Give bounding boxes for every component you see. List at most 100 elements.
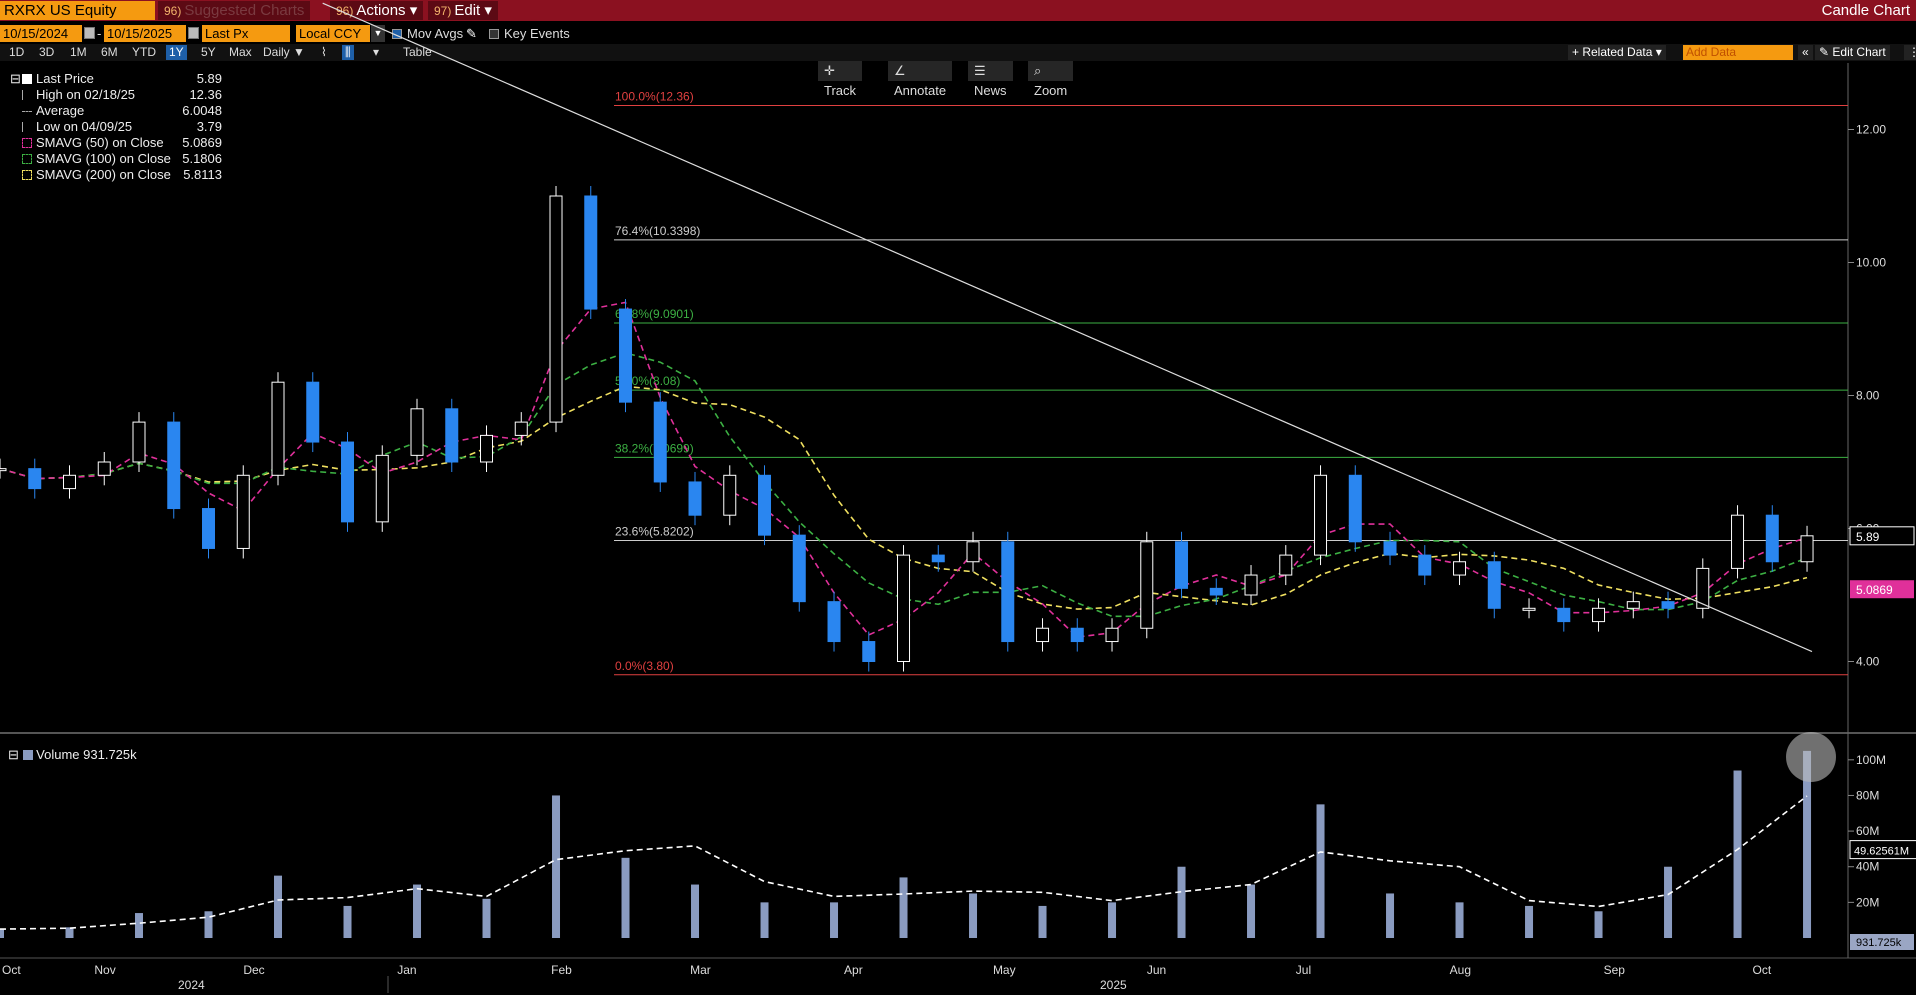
candle-body: [167, 421, 181, 510]
legend-low[interactable]: Low on 04/09/25 3.79: [8, 119, 234, 135]
chart-type-label: Candle Chart: [1821, 2, 1910, 19]
candle-body: [410, 408, 424, 456]
zoom-tool[interactable]: ⌕ Zoom: [1028, 61, 1074, 98]
key-events-checkbox[interactable]: [489, 29, 499, 39]
currency-select[interactable]: Local CCY: [296, 25, 370, 42]
related-data-button[interactable]: + Related Data ▾: [1568, 45, 1666, 60]
volume-last-tag: [1850, 934, 1914, 950]
fib-level-label: 76.4%(10.3398): [615, 224, 700, 238]
collapse-icon[interactable]: ⊟: [10, 71, 21, 86]
suggested-charts-button[interactable]: 96) Suggested Charts: [158, 1, 311, 20]
volume-tick-label: 20M: [1856, 895, 1879, 909]
legend-value: 3.79: [196, 119, 222, 134]
edit-menu-button[interactable]: 97) Edit ▾: [428, 1, 498, 20]
candle-body: [584, 195, 598, 310]
legend-sma200[interactable]: SMAVG (200) on Close 5.8113: [8, 167, 234, 183]
actions-menu-button[interactable]: 96) Actions ▾: [330, 1, 424, 20]
period-1d[interactable]: 1D: [9, 45, 25, 59]
candle-body: [1314, 474, 1328, 556]
period-6m[interactable]: 6M: [101, 45, 118, 59]
x-axis-month-label: Nov: [94, 963, 115, 977]
x-axis-month-label: Apr: [844, 963, 863, 977]
track-tool[interactable]: ✛ Track: [818, 61, 863, 98]
low-marker-icon: [22, 122, 23, 132]
field-select[interactable]: Last Px: [202, 25, 290, 42]
legend-value: 5.89: [196, 71, 222, 86]
candle-body: [619, 308, 633, 403]
candle-body: [1453, 561, 1467, 576]
volume-bar: [343, 905, 352, 938]
volume-bar: [1733, 770, 1742, 938]
line-chart-icon[interactable]: ⌇: [321, 45, 327, 59]
collapse-icon[interactable]: ⊟: [8, 747, 23, 762]
legend-sma100[interactable]: SMAVG (100) on Close 5.1806: [8, 151, 234, 167]
candle-body: [28, 468, 42, 490]
news-label: News: [974, 83, 1007, 98]
candle-body: [306, 381, 320, 443]
volume-average-line: [0, 795, 1808, 930]
legend-value: 5.1806: [182, 151, 222, 166]
period-ytd[interactable]: YTD: [132, 45, 156, 59]
volume-bar: [135, 913, 144, 938]
price-tick-label: 8.00: [1856, 389, 1880, 403]
magnifier-icon: ⌕: [1034, 63, 1042, 78]
candle-body: [653, 401, 667, 483]
volume-bar: [274, 875, 283, 938]
end-date-input[interactable]: 10/15/2025: [104, 25, 186, 42]
legend-average[interactable]: Average 6.0048: [8, 103, 234, 119]
candle-body: [1001, 541, 1015, 643]
candle-body: [375, 454, 389, 523]
candle-body: [1557, 607, 1571, 623]
calendar-icon[interactable]: [188, 27, 199, 39]
x-axis-month-label: Oct: [2, 963, 21, 977]
period-5y[interactable]: 5Y: [201, 45, 216, 59]
candle-body: [1522, 607, 1536, 611]
calendar-icon[interactable]: [84, 27, 95, 39]
volume-legend[interactable]: ⊟ Volume 931.725k: [8, 746, 137, 764]
period-max[interactable]: Max: [229, 45, 252, 59]
volume-bar: [1594, 911, 1603, 938]
candle-body: [132, 421, 146, 463]
x-axis-month-label: Aug: [1450, 963, 1471, 977]
legend-sma50[interactable]: SMAVG (50) on Close 5.0869: [8, 135, 234, 151]
collapse-icon[interactable]: «: [1798, 45, 1813, 60]
fib-level-label: 23.6%(5.8202): [615, 524, 694, 538]
key-events-label: Key Events: [504, 26, 570, 41]
legend-swatch: [22, 750, 33, 760]
sma100-line: [0, 352, 1808, 618]
period-1m[interactable]: 1M: [70, 45, 87, 59]
period-3d[interactable]: 3D: [39, 45, 55, 59]
more-icon[interactable]: ⋮: [1904, 45, 1916, 60]
frequency-select[interactable]: Daily ▼: [263, 45, 305, 59]
ticker-field[interactable]: RXRX US Equity: [0, 1, 155, 20]
legend-last-price[interactable]: ⊟ Last Price 5.89: [8, 71, 234, 87]
volume-tick-label: 40M: [1856, 860, 1879, 874]
edit-chart-button[interactable]: ✎ Edit Chart: [1815, 45, 1890, 60]
last-price-tag-label: 5.89: [1856, 530, 1880, 544]
start-date-input[interactable]: 10/15/2024: [0, 25, 82, 42]
period-1y[interactable]: 1Y: [166, 45, 187, 60]
suggested-charts-label: Suggested Charts: [184, 2, 305, 19]
chevron-down-icon[interactable]: ▾: [373, 45, 380, 59]
price-tick-label: 10.00: [1856, 256, 1886, 270]
pencil-icon[interactable]: ✎: [466, 26, 477, 41]
legend-name: SMAVG (200) on Close: [36, 167, 171, 182]
legend-high[interactable]: High on 02/18/25 12.36: [8, 87, 234, 103]
volume-average-tag-label: 49.62561M: [1854, 846, 1909, 858]
add-data-input[interactable]: Add Data: [1683, 45, 1793, 60]
table-button[interactable]: Table: [403, 45, 432, 59]
legend-swatch: [22, 74, 32, 84]
frequency-label: Daily: [263, 45, 290, 59]
news-tool[interactable]: ☰ News: [968, 61, 1013, 98]
legend-value: 5.0869: [182, 135, 222, 150]
candle-body: [1175, 541, 1189, 589]
fib-level-label: 0.0%(3.80): [615, 659, 674, 673]
volume-bar: [691, 884, 700, 938]
candle-body: [549, 195, 563, 423]
annotate-tool[interactable]: ∠ Annotate: [888, 61, 953, 98]
legend-value: 5.8113: [183, 167, 222, 182]
candle-body: [1626, 601, 1640, 609]
candle-chart-icon[interactable]: ⫼: [342, 45, 354, 60]
candle-body: [271, 381, 285, 476]
